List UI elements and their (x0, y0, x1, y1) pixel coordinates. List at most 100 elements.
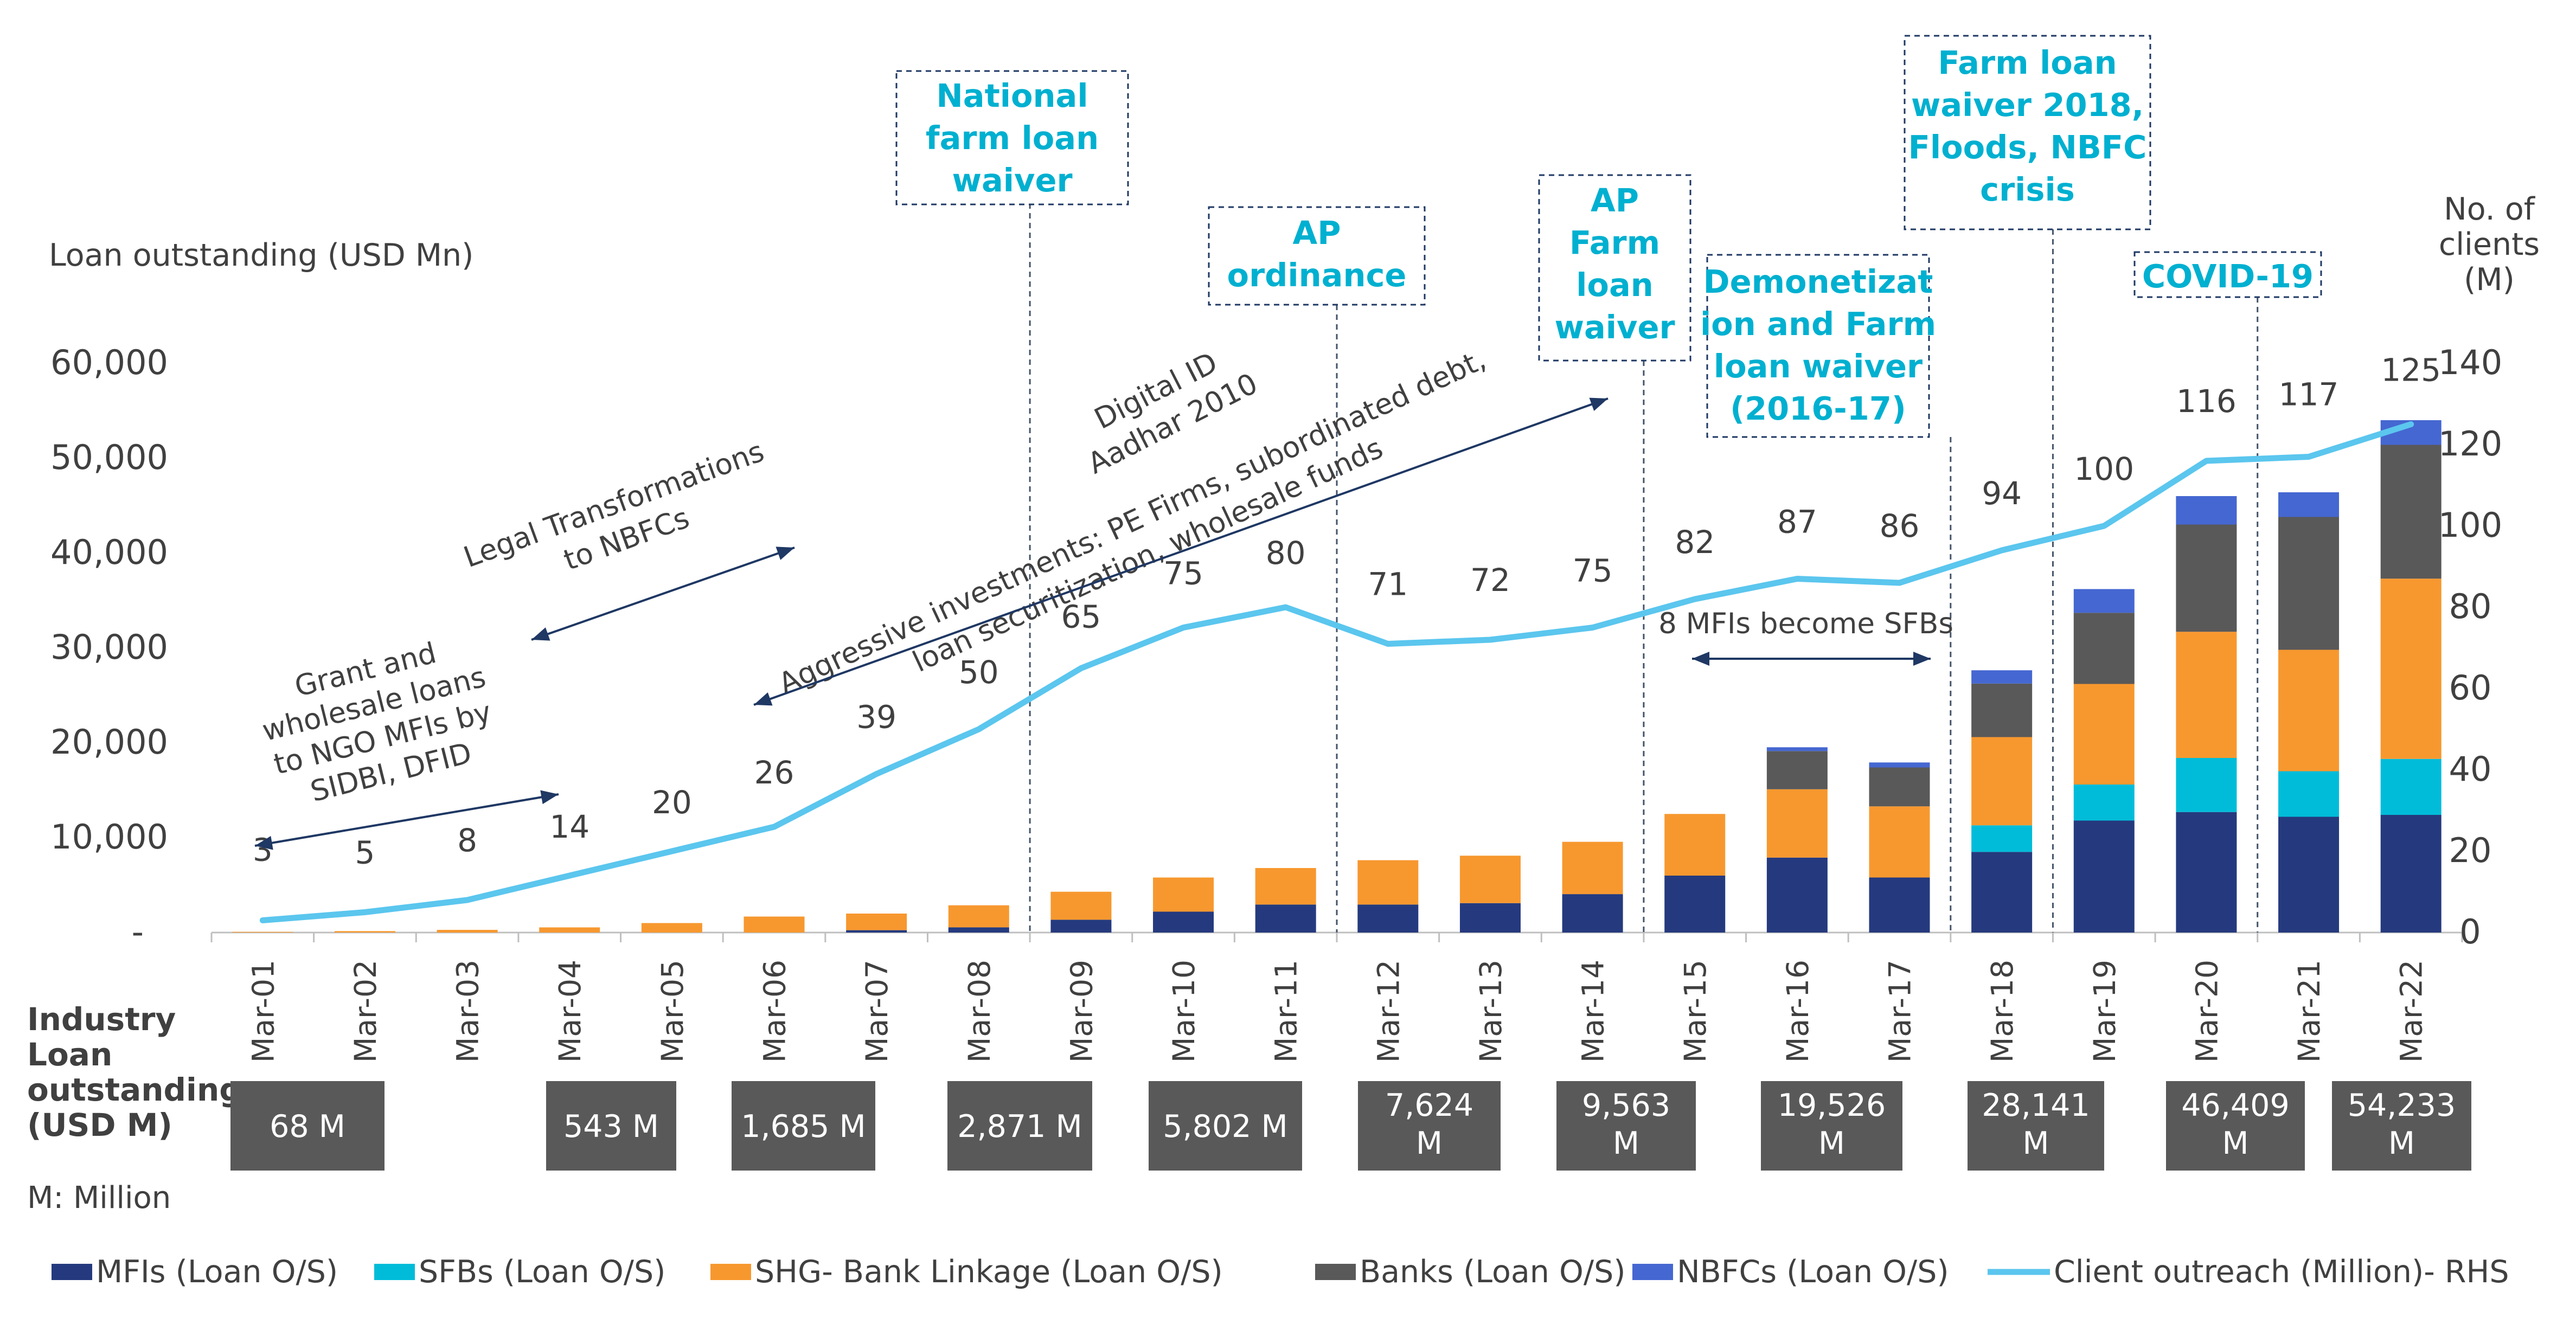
bar-segment (232, 931, 293, 933)
client-count-label: 125 (2381, 352, 2441, 389)
legend-swatch (710, 1264, 751, 1280)
event-label: AP (1293, 214, 1341, 252)
event-label: National (936, 77, 1088, 114)
industry-value-text: M (2222, 1126, 2248, 1161)
x-axis-tick-label: Mar-22 (2394, 960, 2429, 1063)
bar-segment (948, 905, 1009, 928)
industry-value-box (947, 1081, 1092, 1171)
x-axis-tick-label: Mar-06 (758, 960, 792, 1063)
bar-segment (1971, 737, 2033, 826)
bar-segment (1971, 852, 2033, 933)
client-count-label: 5 (355, 834, 375, 871)
bar-segment (1050, 920, 1112, 933)
industry-value-text: 5,802 M (1163, 1109, 1287, 1145)
event-label: Demonetizat (1703, 263, 1933, 300)
legend-label: Banks (Loan O/S) (1360, 1254, 1626, 1290)
industry-row-title: outstanding (27, 1071, 242, 1108)
right-axis-tick-label: 140 (2438, 343, 2502, 382)
bar-segment (1766, 747, 1828, 751)
client-count-label: 72 (1470, 562, 1510, 599)
client-count-label: 75 (1573, 552, 1613, 589)
industry-value-box (1556, 1081, 1696, 1171)
client-count-label: 50 (959, 654, 999, 691)
annotation-arrow-head (540, 790, 559, 805)
bar-segment (1869, 877, 1930, 933)
x-axis-tick-label: Mar-21 (2292, 960, 2327, 1063)
right-axis-tick-label: 40 (2449, 749, 2492, 789)
event-label-box (1538, 174, 1691, 362)
bar-segment (846, 930, 907, 933)
client-count-label: 82 (1675, 524, 1715, 561)
right-axis-tick-label: 100 (2438, 505, 2502, 545)
event-label: Farm loan (1938, 44, 2117, 81)
bar-segment (1766, 857, 1828, 933)
x-axis-tick-label: Mar-05 (655, 960, 690, 1063)
event-label: crisis (1980, 171, 2075, 208)
x-axis-tick-label: Mar-12 (1371, 960, 1406, 1063)
bar-segment (2278, 517, 2340, 650)
industry-row-title: Industry (27, 1001, 176, 1038)
bar-segment (1664, 814, 1726, 876)
industry-row-footnote: M: Million (27, 1180, 171, 1216)
left-axis-tick-label: - (132, 912, 144, 952)
bar-segment (1050, 891, 1112, 920)
annotation-arrow-head (754, 692, 773, 706)
right-axis-tick-label: 120 (2438, 424, 2502, 464)
right-axis-tick-label: 20 (2449, 831, 2492, 870)
x-axis-tick-label: Mar-17 (1883, 960, 1918, 1063)
annotation-text: 8 MFIs become SFBs (1658, 607, 1953, 640)
annotation-arrow-head (531, 627, 550, 641)
legend-label: NBFCs (Loan O/S) (1677, 1254, 1949, 1290)
x-axis-tick-label: Mar-07 (860, 960, 894, 1063)
industry-value-box (1761, 1081, 1902, 1171)
bar-segment (1255, 868, 1316, 905)
client-count-label: 8 (457, 822, 477, 859)
x-axis-tick-label: Mar-15 (1678, 960, 1713, 1063)
left-axis-tick-label: 20,000 (50, 722, 168, 762)
industry-value-text: 7,624 (1385, 1088, 1473, 1123)
bar-segment (1971, 825, 2033, 852)
bar-segment (2073, 613, 2135, 684)
event-label-box (895, 70, 1129, 205)
right-axis-title: clients (2439, 227, 2540, 262)
client-count-label: 71 (1368, 566, 1408, 603)
industry-value-text: 54,233 (2348, 1088, 2456, 1123)
x-axis-tick-label: Mar-02 (348, 960, 383, 1063)
event-label: loan (1576, 266, 1654, 304)
left-axis-title: Loan outstanding (USD Mn) (49, 237, 473, 273)
bar-segment (1357, 904, 1419, 933)
client-count-label: 117 (2279, 376, 2339, 413)
annotation-arrow-shaft (531, 547, 795, 641)
right-axis-tick-label: 0 (2459, 912, 2481, 952)
legend-swatch (374, 1264, 415, 1280)
bar-segment (1971, 683, 2033, 737)
industry-value-text: M (2388, 1126, 2415, 1161)
client-count-label: 26 (754, 754, 794, 791)
annotation-arrow-head (255, 835, 273, 850)
industry-value-box (546, 1081, 676, 1171)
right-axis-title: (M) (2464, 262, 2515, 298)
annotation-arrow-head (1913, 652, 1931, 666)
bar-segment (2073, 589, 2135, 613)
client-count-label: 14 (549, 808, 589, 845)
left-axis-tick-label: 40,000 (50, 532, 168, 572)
bar-segment (2380, 759, 2442, 815)
bar-segment (1869, 767, 1930, 807)
client-count-label: 75 (1163, 555, 1203, 592)
legend-swatch (1315, 1264, 1356, 1280)
bar-segment (2278, 771, 2340, 817)
client-count-label: 116 (2176, 383, 2237, 420)
bar-segment (1357, 860, 1419, 905)
bar-segment (1664, 876, 1726, 933)
x-axis-tick-label: Mar-09 (1064, 960, 1099, 1063)
event-label-box (1904, 35, 2151, 230)
bar-segment (1153, 911, 1214, 933)
annotation-arrow-head (1589, 397, 1608, 412)
client-count-label: 94 (1982, 475, 2022, 512)
bar-segment (1971, 670, 2033, 684)
industry-value-box (732, 1081, 875, 1171)
industry-value-text: 2,871 M (957, 1109, 1082, 1145)
x-axis-tick-label: Mar-18 (1985, 960, 2020, 1063)
